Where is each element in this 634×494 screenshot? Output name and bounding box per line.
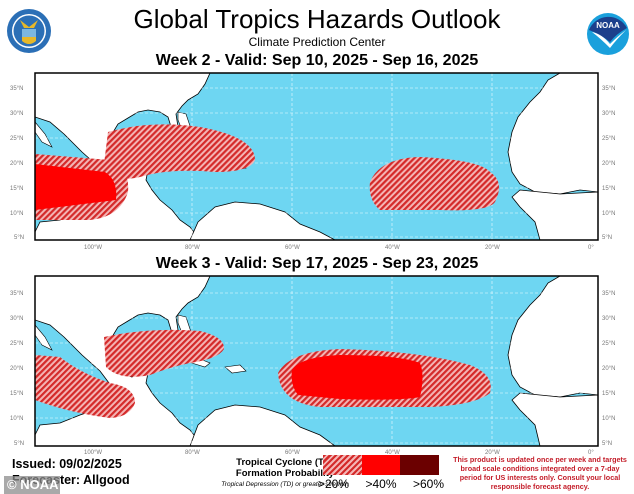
week3-hazard-gulf-20	[104, 329, 225, 377]
legend-labels: >20% >40% >60%	[318, 477, 444, 491]
week3-hazard-atlantic-40	[291, 355, 423, 400]
svg-text:10°N: 10°N	[602, 416, 615, 422]
week3-map[interactable]: 35°N 35°N 30°N 30°N 25°N 25°N 20°N 20°N 15°N…	[0, 275, 634, 455]
legend-label-40: >40%	[365, 477, 397, 491]
svg-text:20°N: 20°N	[10, 161, 23, 167]
svg-text:10°N: 10°N	[10, 416, 23, 422]
legend-label-60: >60%	[412, 477, 444, 491]
commerce-seal-logo	[6, 8, 52, 54]
legend-label-20: >20%	[318, 477, 350, 491]
svg-text:15°N: 15°N	[602, 391, 615, 397]
svg-text:35°N: 35°N	[10, 86, 23, 92]
svg-text:5°N: 5°N	[14, 441, 24, 447]
svg-text:5°N: 5°N	[602, 441, 612, 447]
page-title: Global Tropics Hazards Outlook	[133, 4, 501, 34]
svg-text:25°N: 25°N	[602, 136, 615, 142]
issued-date: Issued: 09/02/2025	[12, 457, 122, 471]
legend-swatch-20-hatched	[323, 455, 362, 475]
legend-swatches	[323, 455, 439, 475]
svg-text:25°N: 25°N	[10, 341, 23, 347]
svg-text:15°N: 15°N	[602, 186, 615, 192]
svg-text:35°N: 35°N	[602, 291, 615, 297]
svg-text:5°N: 5°N	[602, 235, 612, 241]
svg-text:30°N: 30°N	[602, 111, 615, 117]
week2-hazard-gulf-20	[104, 124, 255, 179]
svg-text:20°N: 20°N	[602, 161, 615, 167]
week3-title: Week 3 - Valid: Sep 17, 2025 - Sep 23, 2…	[155, 255, 479, 272]
legend-swatch-40-solid	[361, 455, 401, 475]
svg-text:0°: 0°	[588, 450, 594, 455]
week2-title: Week 2 - Valid: Sep 10, 2025 - Sep 16, 2…	[155, 52, 479, 69]
svg-text:80°W: 80°W	[185, 450, 200, 455]
legend-title-line1: Tropical Cyclone (TC)	[236, 457, 334, 468]
svg-text:10°N: 10°N	[602, 211, 615, 217]
svg-text:0°: 0°	[588, 245, 594, 251]
svg-text:60°W: 60°W	[285, 245, 300, 251]
svg-text:20°W: 20°W	[485, 245, 500, 251]
svg-text:15°N: 15°N	[10, 391, 23, 397]
svg-text:35°N: 35°N	[10, 291, 23, 297]
svg-text:30°N: 30°N	[10, 316, 23, 322]
svg-text:10°N: 10°N	[10, 211, 23, 217]
svg-text:35°N: 35°N	[602, 86, 615, 92]
legend-subtitle: Tropical Depression (TD) or greater stre…	[221, 481, 349, 488]
page-subtitle: Climate Prediction Center	[248, 35, 386, 49]
svg-text:40°W: 40°W	[385, 450, 400, 455]
svg-text:100°W: 100°W	[84, 245, 102, 251]
svg-text:25°N: 25°N	[602, 341, 615, 347]
noaa-logo: NOAA	[586, 8, 630, 56]
svg-text:15°N: 15°N	[10, 186, 23, 192]
svg-text:20°N: 20°N	[602, 366, 615, 372]
svg-text:30°N: 30°N	[10, 111, 23, 117]
disclaimer-text: This product is updated once per week an…	[453, 455, 627, 491]
svg-text:40°W: 40°W	[385, 245, 400, 251]
svg-text:5°N: 5°N	[14, 235, 24, 241]
svg-text:NOAA: NOAA	[596, 21, 620, 30]
legend-title-line2: Formation Probability	[235, 468, 335, 479]
svg-text:60°W: 60°W	[285, 450, 300, 455]
svg-text:100°W: 100°W	[84, 450, 102, 455]
legend-swatch-60-dark	[400, 455, 439, 475]
svg-text:30°N: 30°N	[602, 316, 615, 322]
svg-text:20°N: 20°N	[10, 366, 23, 372]
week2-hazard-atlantic-20	[369, 157, 499, 211]
week3-hazard-epac-20	[35, 355, 135, 418]
week2-hazard-epac-40	[35, 164, 117, 210]
svg-text:80°W: 80°W	[185, 245, 200, 251]
svg-text:25°N: 25°N	[10, 136, 23, 142]
svg-text:20°W: 20°W	[485, 450, 500, 455]
noaa-watermark: © NOAA	[4, 476, 60, 494]
week2-map[interactable]: 35°N 35°N 30°N 30°N 25°N 25°N 20°N 20°N 15°N…	[0, 72, 634, 252]
